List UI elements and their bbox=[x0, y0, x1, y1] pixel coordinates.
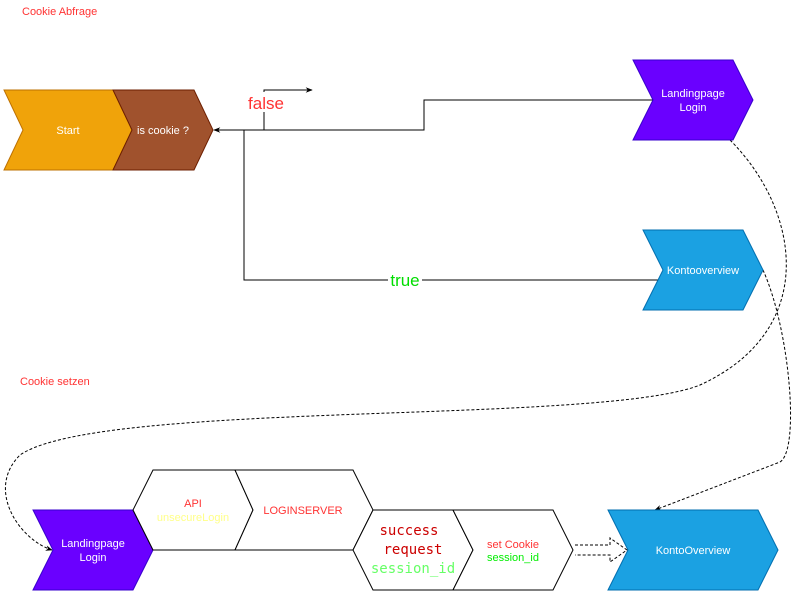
set-cookie-label: set Cookie bbox=[487, 539, 539, 551]
landingpage-login-top[interactable] bbox=[632, 59, 754, 141]
api-step[interactable] bbox=[132, 469, 254, 551]
set-cookie-step[interactable] bbox=[452, 509, 574, 591]
edge-false bbox=[263, 87, 313, 130]
konto-top-label: Kontooverview bbox=[667, 265, 739, 277]
false-label: false bbox=[248, 94, 284, 113]
is-cookie-label: is cookie ? bbox=[137, 125, 189, 137]
set-cookie-session-label: session_id bbox=[487, 552, 539, 564]
api-label: API bbox=[184, 498, 202, 510]
landing-top-label-1: Landingpage bbox=[661, 88, 725, 100]
dashed-edge-landing-to-landing bbox=[4, 139, 787, 551]
section-title-cookie-abfrage: Cookie Abfrage bbox=[22, 6, 97, 18]
start-label: Start bbox=[56, 125, 79, 137]
edge-true-to-konto bbox=[243, 130, 663, 281]
landing-bottom-label-2: Login bbox=[80, 552, 107, 564]
api-sublabel: unsecureLogin bbox=[157, 512, 229, 524]
konto-bottom-label: KontoOverview bbox=[656, 545, 731, 557]
landing-bottom-label-1: Landingpage bbox=[61, 538, 125, 550]
dashed-arrow-to-konto bbox=[575, 537, 628, 563]
loginserver-label: LOGINSERVER bbox=[263, 505, 342, 517]
kontooverview-top[interactable] bbox=[642, 229, 764, 311]
success-label: success bbox=[379, 523, 438, 539]
section-title-cookie-setzen: Cookie setzen bbox=[20, 376, 90, 388]
kontooverview-bottom[interactable] bbox=[607, 509, 779, 591]
is-cookie-step[interactable] bbox=[112, 89, 214, 171]
request-label: request bbox=[383, 542, 442, 558]
true-label: true bbox=[390, 271, 419, 290]
session-id-label: session_id bbox=[371, 561, 455, 577]
landing-top-label-2: Login bbox=[680, 102, 707, 114]
edge-landing-to-iscookie bbox=[213, 99, 653, 133]
dashed-edge-konto-to-konto bbox=[654, 269, 791, 511]
